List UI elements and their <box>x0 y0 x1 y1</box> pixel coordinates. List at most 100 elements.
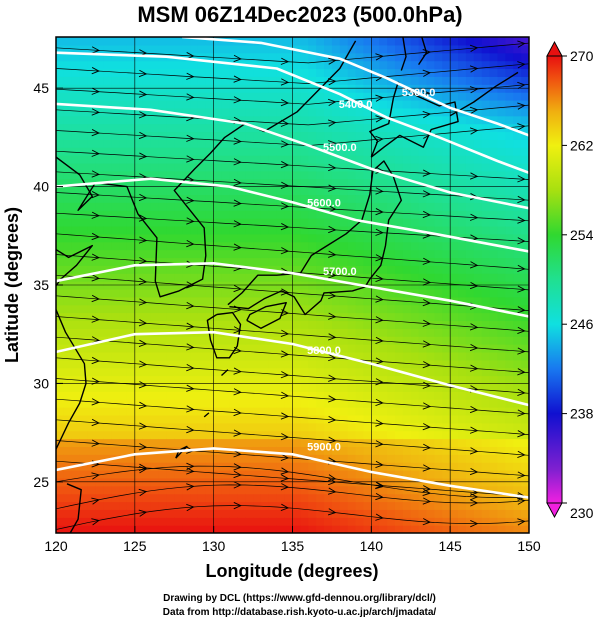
wind-arrow <box>517 123 526 131</box>
field-cell <box>402 162 412 172</box>
field-cell <box>111 147 120 156</box>
field-cell <box>410 320 420 329</box>
field-cell <box>174 399 183 408</box>
field-cell <box>387 312 396 322</box>
field-cell <box>442 233 451 243</box>
field-cell <box>166 155 175 164</box>
field-cell <box>197 407 207 416</box>
field-cell <box>324 328 333 337</box>
field-cell <box>465 52 475 62</box>
field-cell <box>71 359 81 369</box>
field-cell <box>237 225 246 235</box>
field-cell <box>166 383 175 392</box>
field-cell <box>119 44 128 54</box>
field-cell <box>355 446 365 455</box>
field-cell <box>379 288 388 298</box>
field-cell <box>402 123 412 133</box>
field-cell <box>56 131 65 140</box>
field-cell <box>182 430 191 440</box>
field-cell <box>458 517 467 526</box>
field-cell <box>363 155 372 164</box>
field-cell <box>190 257 199 266</box>
field-cell <box>56 359 65 369</box>
field-cell <box>465 115 475 125</box>
field-cell <box>465 37 475 46</box>
field-cell <box>95 52 104 62</box>
wind-arrow <box>138 422 148 430</box>
field-cell <box>119 249 128 259</box>
field-cell <box>363 407 372 416</box>
field-cell <box>95 107 104 117</box>
field-cell <box>71 501 81 510</box>
field-cell <box>158 383 167 392</box>
field-cell <box>434 304 443 314</box>
field-cell <box>197 107 207 117</box>
field-cell <box>229 359 238 369</box>
field-cell <box>79 257 89 266</box>
field-cell <box>347 202 357 211</box>
field-cell <box>300 359 309 369</box>
field-cell <box>284 107 294 117</box>
field-cell <box>166 312 175 322</box>
field-cell <box>253 178 262 188</box>
field-cell <box>505 257 514 266</box>
field-cell <box>158 273 167 282</box>
field-cell <box>126 107 136 117</box>
field-cell <box>229 241 238 251</box>
wind-arrow <box>327 78 337 86</box>
wind-arrow <box>186 343 195 351</box>
field-cell <box>56 170 65 180</box>
field-cell <box>465 336 475 345</box>
field-cell <box>284 210 294 219</box>
field-cell <box>182 186 191 196</box>
field-cell <box>300 233 309 243</box>
field-cell <box>394 438 404 447</box>
field-cell <box>410 218 420 227</box>
field-cell <box>87 218 97 227</box>
field-cell <box>95 288 104 298</box>
field-cell <box>205 99 215 109</box>
field-cell <box>458 68 467 77</box>
field-cell <box>253 52 262 62</box>
field-cell <box>300 375 309 385</box>
field-cell <box>465 312 475 322</box>
field-cell <box>111 99 120 109</box>
field-cell <box>87 430 97 440</box>
field-cell <box>434 336 443 345</box>
field-cell <box>205 139 215 148</box>
field-cell <box>276 509 286 518</box>
field-cell <box>221 76 231 85</box>
field-cell <box>308 407 317 416</box>
field-cell <box>119 210 128 219</box>
field-cell <box>221 359 231 369</box>
coastline-path <box>203 412 210 418</box>
field-cell <box>371 312 380 322</box>
wind-arrow <box>517 497 526 505</box>
field-cell <box>229 391 238 400</box>
field-cell <box>253 391 262 400</box>
wind-arrow <box>186 364 195 372</box>
field-cell <box>505 273 514 282</box>
field-cell <box>442 210 451 219</box>
field-cell <box>229 336 238 345</box>
field-cell <box>237 509 246 518</box>
field-cell <box>513 462 522 471</box>
field-cell <box>434 391 443 400</box>
field-cell <box>221 99 231 109</box>
field-cell <box>190 147 199 156</box>
wind-arrow <box>375 336 384 345</box>
field-cell <box>473 210 483 219</box>
field-cell <box>426 414 435 424</box>
field-cell <box>347 501 357 510</box>
field-cell <box>379 454 388 463</box>
field-cell <box>450 210 459 219</box>
field-cell <box>158 336 167 345</box>
field-cell <box>79 147 89 156</box>
field-cell <box>489 470 499 479</box>
field-cell <box>166 233 175 243</box>
field-cell <box>497 225 506 235</box>
field-cell <box>221 493 231 503</box>
field-cell <box>465 462 475 471</box>
field-cell <box>465 139 475 148</box>
field-cell <box>134 525 144 533</box>
